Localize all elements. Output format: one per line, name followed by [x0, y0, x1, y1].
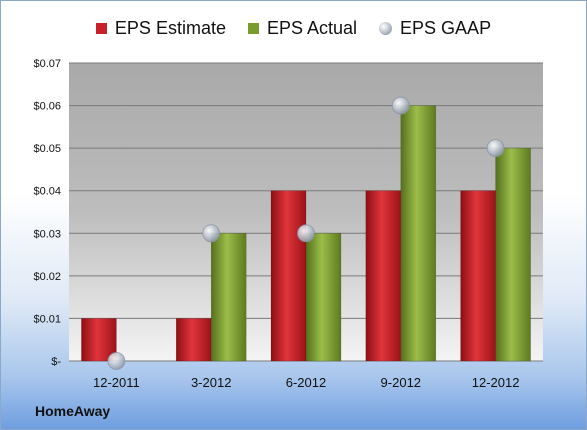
bar-eps-estimate	[270, 190, 307, 362]
bar-eps-estimate	[175, 318, 212, 362]
legend-label-gaap: EPS GAAP	[400, 17, 492, 38]
bars	[81, 105, 531, 362]
y-tick-label: $0.04	[33, 186, 61, 198]
legend-swatch-actual	[247, 22, 259, 34]
y-tick-label: $0.06	[33, 101, 61, 113]
gaap-points	[107, 96, 505, 370]
legend: EPS Estimate EPS Actual EPS GAAP	[1, 15, 586, 41]
legend-item-estimate: EPS Estimate	[95, 17, 226, 39]
bar-eps-estimate	[365, 190, 402, 362]
company-name: HomeAway	[35, 403, 111, 419]
bar-eps-estimate	[81, 318, 117, 362]
legend-item-gaap: EPS GAAP	[379, 18, 491, 39]
y-tick-label: $0.02	[33, 271, 61, 283]
legend-swatch-gaap	[379, 21, 393, 35]
y-tick-label: $0.03	[33, 228, 61, 240]
bar-eps-actual	[400, 105, 437, 362]
x-tick-label: 12-2012	[472, 375, 520, 390]
x-tick-label: 3-2012	[191, 375, 231, 390]
x-tick-label: 6-2012	[286, 375, 326, 390]
bar-eps-estimate	[460, 190, 496, 362]
legend-swatch-estimate	[95, 22, 107, 34]
point-eps-gaap	[202, 224, 221, 243]
y-tick-label: $0.01	[33, 313, 61, 325]
point-eps-gaap	[391, 96, 410, 115]
bar-eps-actual	[305, 233, 342, 362]
bar-eps-actual	[210, 233, 247, 362]
y-tick-label: $0.05	[33, 143, 61, 155]
x-axis-ticks: 12-2011 3-2012 6-2012 9-2012 12-2012	[93, 375, 519, 390]
x-tick-label: 12-2011	[93, 375, 140, 390]
y-tick-label: $-	[51, 356, 61, 368]
x-tick-label: 9-2012	[381, 375, 421, 390]
y-axis-ticks: $- $0.01 $0.02 $0.03 $0.04 $0.05 $0.06 $0.07	[33, 58, 61, 368]
point-eps-gaap	[486, 139, 505, 158]
legend-item-actual: EPS Actual	[247, 17, 358, 39]
point-eps-gaap	[297, 224, 315, 243]
legend-label-actual: EPS Actual	[266, 17, 358, 38]
bar-eps-actual	[495, 147, 531, 362]
legend-label-estimate: EPS Estimate	[114, 17, 226, 38]
point-eps-gaap	[107, 352, 126, 370]
y-tick-label: $0.07	[33, 58, 61, 70]
